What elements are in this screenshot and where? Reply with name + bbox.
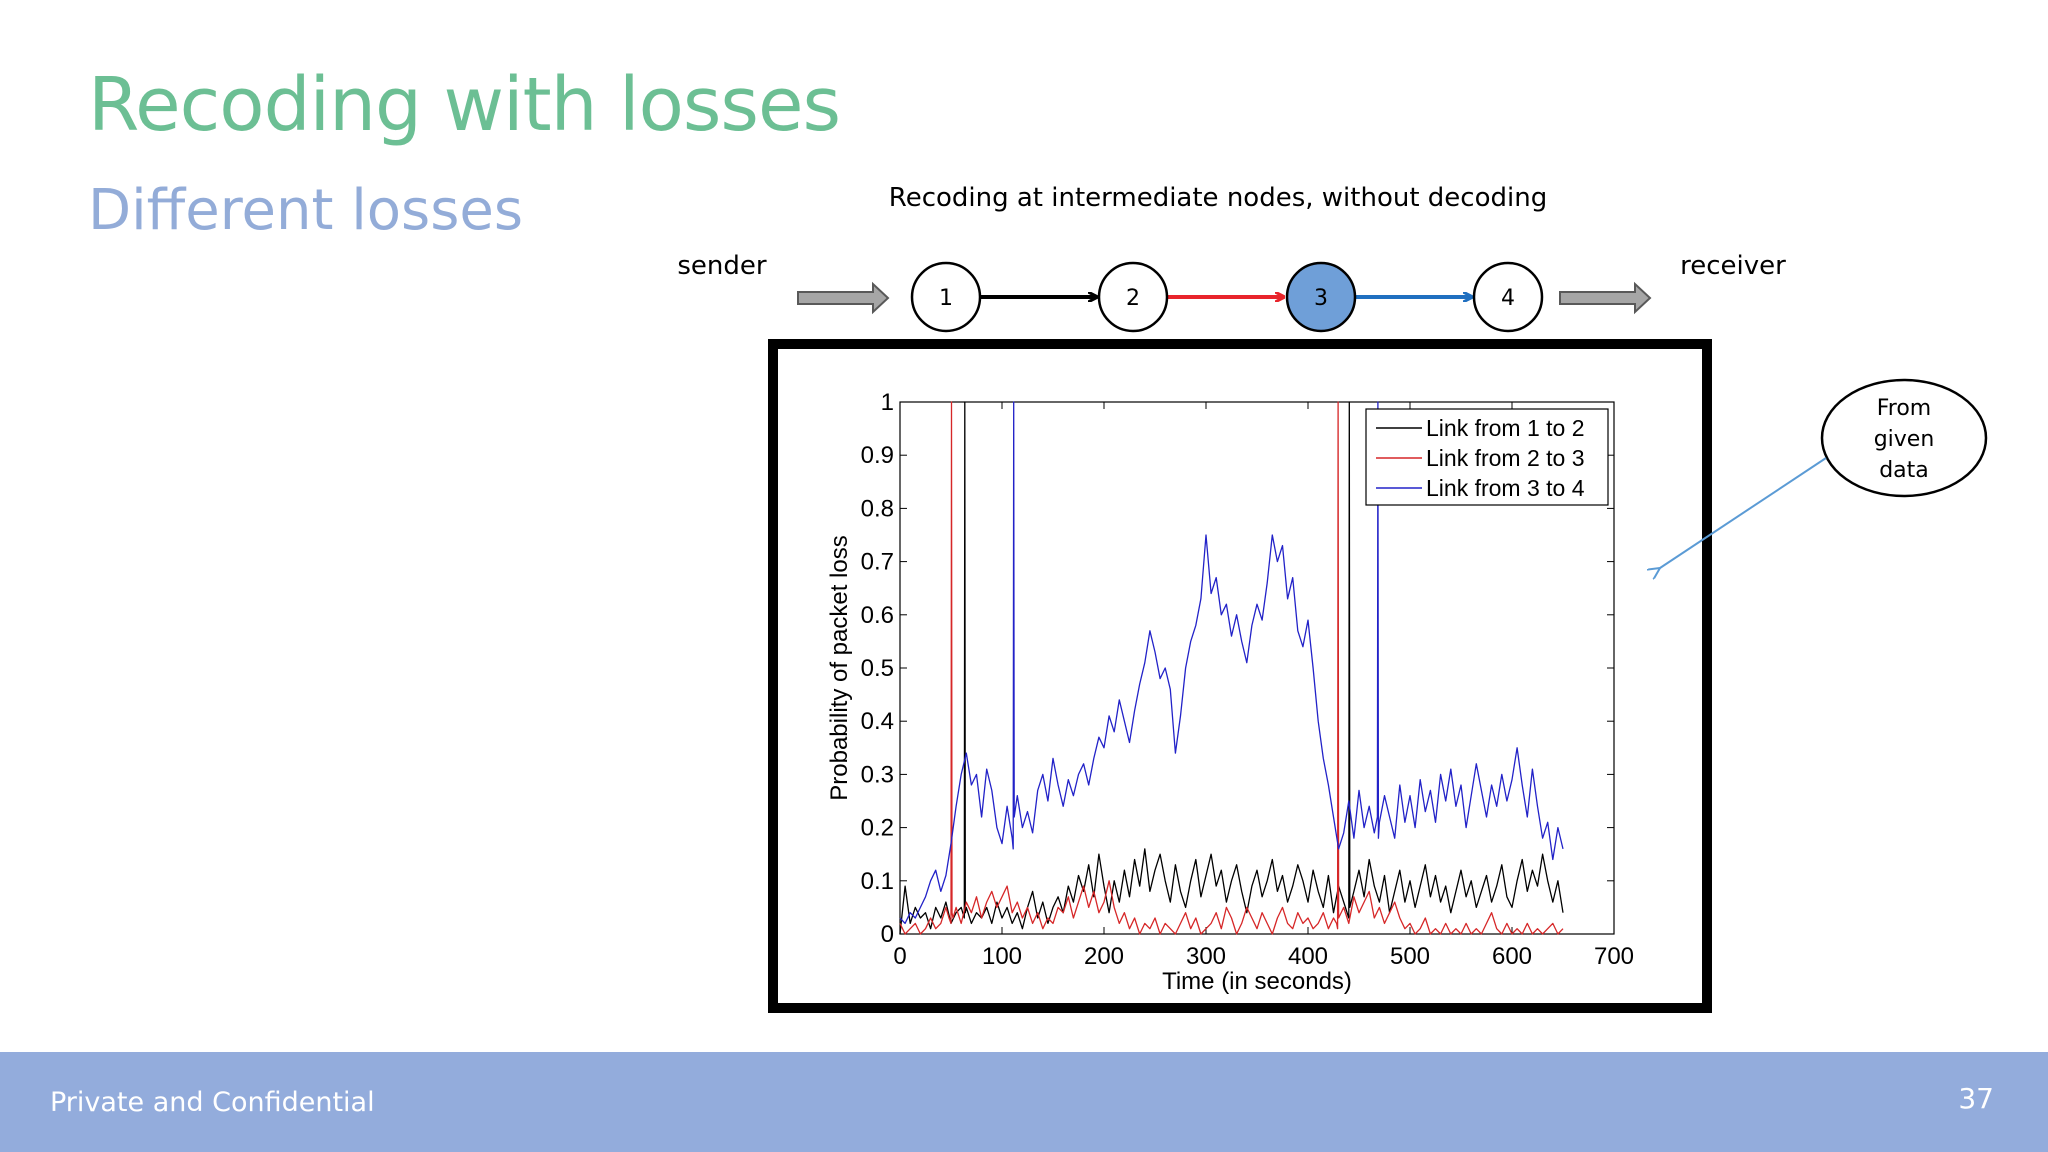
node-3-label: 3 xyxy=(1314,286,1328,311)
series-line-2 xyxy=(899,401,1564,935)
chart-plot: 0 100 200 300 400 500 600 700 0 0.1 0.2 0.3 0.4 0.5 0.… xyxy=(826,389,1634,995)
y-tick-label: 0.1 xyxy=(861,868,894,895)
node-3: 3 xyxy=(1285,261,1357,333)
x-tick-label: 0 xyxy=(893,943,906,970)
legend-label: Link from 1 to 2 xyxy=(1426,415,1585,441)
series-line-1 xyxy=(899,401,1564,935)
y-tick-label: 0.5 xyxy=(861,655,894,682)
x-tick-label: 700 xyxy=(1594,943,1634,970)
slide-subtitle: Different losses xyxy=(88,178,524,243)
sender-arrow-icon xyxy=(797,281,890,315)
y-tick-label: 1 xyxy=(881,389,894,416)
x-tick-label: 600 xyxy=(1492,943,1532,970)
node-4: 4 xyxy=(1472,261,1544,333)
page-number: 37 xyxy=(1958,1082,1994,1115)
y-tick-label: 0.3 xyxy=(861,761,894,788)
callout-text: From given data xyxy=(1824,393,1984,486)
callout-line-2: given xyxy=(1873,427,1935,452)
node-2-label: 2 xyxy=(1126,286,1140,311)
callout-bubble xyxy=(1820,378,1988,498)
legend-box xyxy=(1365,408,1609,506)
x-tick-label: 400 xyxy=(1288,943,1328,970)
y-tick-label: 0.8 xyxy=(861,495,894,522)
receiver-label: receiver xyxy=(1680,251,1786,281)
y-tick-label: 0 xyxy=(881,921,894,948)
callout-line-3: data xyxy=(1879,458,1929,483)
node-1-label: 1 xyxy=(939,286,953,311)
y-tick-label: 0.4 xyxy=(861,708,894,735)
series-line-3 xyxy=(899,401,1564,925)
node-2: 2 xyxy=(1097,261,1169,333)
y-tick-label: 0.6 xyxy=(861,602,894,629)
x-tick-label: 300 xyxy=(1186,943,1226,970)
y-tick-label: 0.7 xyxy=(861,549,894,576)
x-axis-label: Time (in seconds) xyxy=(1162,968,1352,995)
y-tick-label: 0.2 xyxy=(861,815,894,842)
diagram-caption: Recoding at intermediate nodes, without … xyxy=(889,183,1547,213)
x-tick-label: 200 xyxy=(1084,943,1124,970)
callout-line-1: From xyxy=(1876,396,1932,421)
legend-label: Link from 3 to 4 xyxy=(1426,475,1585,501)
receiver-arrow-icon xyxy=(1559,281,1652,315)
callout-arrow xyxy=(1660,457,1827,568)
y-axis-label: Probability of packet loss xyxy=(826,535,853,800)
slide-title: Recoding with losses xyxy=(88,62,841,148)
node-4-label: 4 xyxy=(1501,286,1515,311)
footer-text: Private and Confidential xyxy=(50,1087,375,1118)
footer-bar: Private and Confidential 37 xyxy=(0,1052,2048,1152)
node-1: 1 xyxy=(910,261,982,333)
sender-label: sender xyxy=(677,251,767,281)
y-tick-label: 0.9 xyxy=(861,442,894,469)
x-tick-label: 100 xyxy=(982,943,1022,970)
legend-label: Link from 2 to 3 xyxy=(1426,445,1585,471)
x-tick-label: 500 xyxy=(1390,943,1430,970)
